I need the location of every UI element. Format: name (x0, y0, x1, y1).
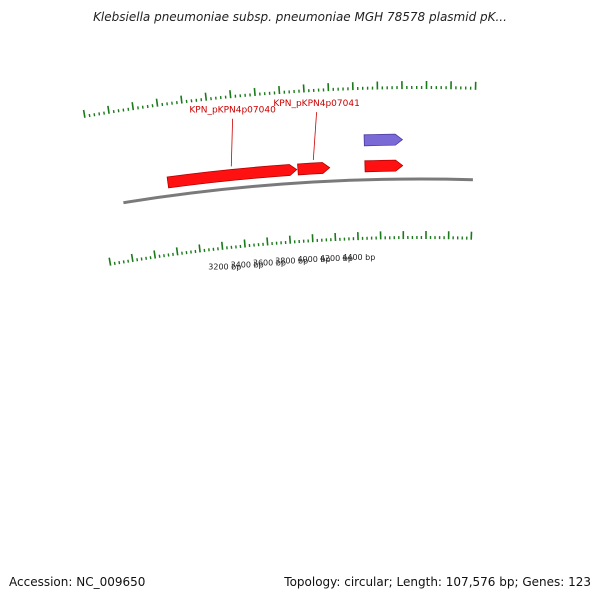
position-label: 4000 bp (297, 255, 330, 264)
reverse-gene-arrow[interactable] (363, 133, 404, 147)
inner-tick-mark (153, 250, 157, 259)
forward-gene-arrow[interactable] (364, 159, 404, 173)
outer-tick-mark (131, 102, 135, 111)
outer-tick-mark (107, 105, 110, 114)
topology-summary: Topology: circular; Length: 107,576 bp; … (284, 575, 591, 589)
inner-tick-mark (108, 257, 112, 266)
inner-tick-mark (136, 258, 139, 262)
position-label: 3800 bp (275, 257, 308, 266)
outer-tick-mark (155, 98, 159, 107)
outer-tick-mark (278, 86, 281, 95)
outer-tick-mark (151, 104, 154, 108)
position-label: 3600 bp (253, 258, 286, 267)
outer-tick-mark (253, 87, 256, 96)
outer-tick-mark (204, 92, 208, 101)
inner-tick-mark (122, 260, 125, 264)
gene-callout-line (312, 112, 317, 161)
inner-tick-ring (108, 231, 473, 266)
outer-tick-mark (82, 109, 86, 118)
inner-tick-mark (118, 260, 121, 265)
position-label: 4400 bp (342, 253, 375, 262)
outer-tick-ring (82, 81, 477, 118)
inner-tick-mark (149, 256, 152, 260)
outer-tick-mark (103, 111, 105, 115)
inner-tick-mark (130, 253, 134, 263)
inner-tick-mark (158, 254, 161, 258)
outer-tick-mark (302, 84, 305, 93)
inner-tick-mark (288, 235, 292, 244)
position-label: 3400 bp (231, 260, 264, 269)
gene-label[interactable]: KPN_pKPN4p07041 (273, 99, 359, 109)
inner-tick-mark (266, 237, 269, 246)
outer-tick-mark (88, 113, 91, 118)
outer-tick-mark (229, 90, 232, 99)
map-title: Klebsiella pneumoniae subsp. pneumoniae … (93, 10, 507, 24)
inner-tick-mark (221, 241, 224, 250)
inner-tick-mark (113, 261, 116, 266)
gene-label[interactable]: KPN_pKPN4p07040 (189, 106, 276, 116)
inner-tick-mark (243, 239, 246, 248)
position-label: 4200 bp (320, 254, 353, 263)
outer-tick-mark (112, 109, 115, 114)
gene-features (166, 133, 404, 189)
backbone-line (123, 177, 473, 205)
outer-tick-mark (117, 109, 120, 113)
gene-callout-line (230, 118, 233, 167)
inner-tick-mark (198, 244, 201, 253)
outer-tick-mark (93, 113, 96, 117)
position-label: 3200 bp (208, 263, 241, 272)
forward-gene-arrow[interactable] (166, 164, 298, 189)
accession-text: Accession: NC_009650 (9, 575, 146, 589)
inner-tick-mark (175, 247, 179, 256)
forward-gene-arrow[interactable] (297, 162, 331, 176)
outer-tick-mark (180, 95, 183, 104)
